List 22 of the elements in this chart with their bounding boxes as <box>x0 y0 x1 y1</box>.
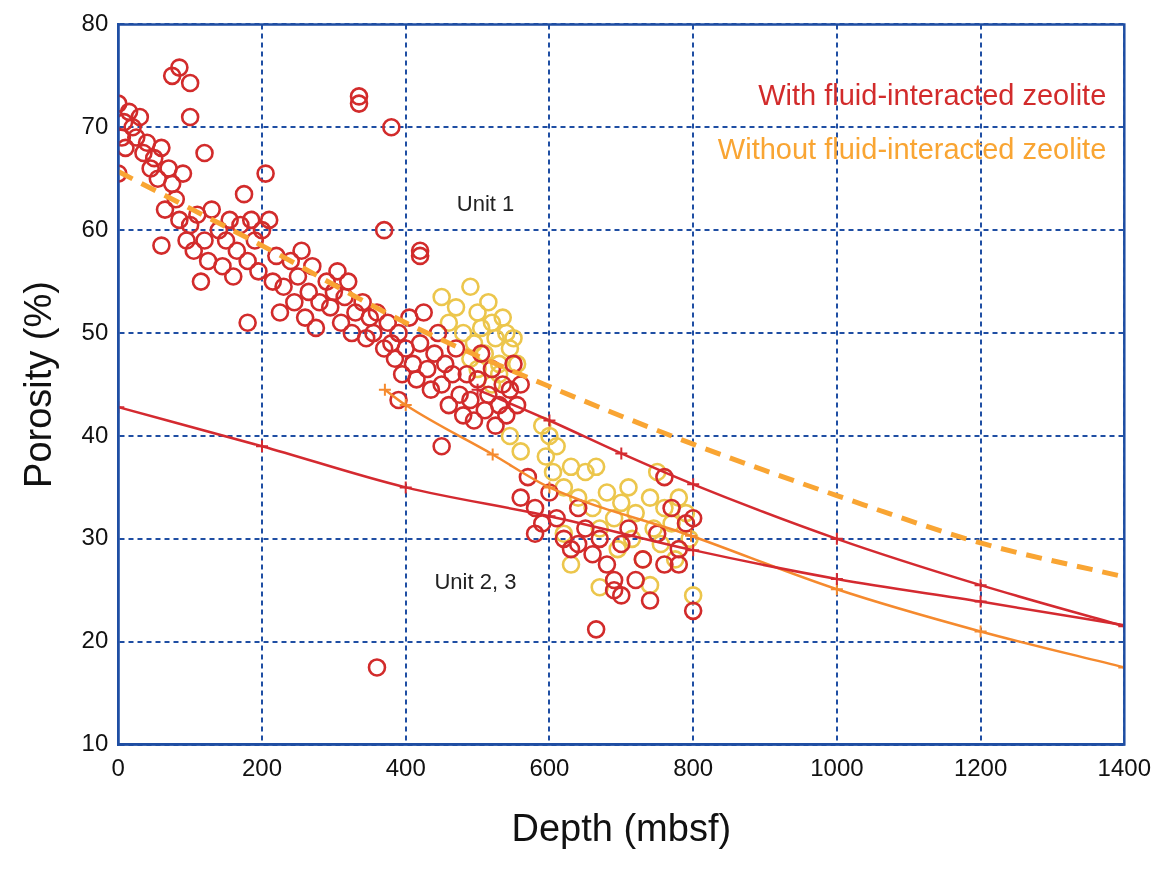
y-tick-label: 70 <box>81 111 109 139</box>
text: With fluid-interacted zeolite <box>758 78 1107 111</box>
y-tick-label: 10 <box>81 729 109 757</box>
annotation: Unit 2, 3 <box>434 568 517 594</box>
x-tick-label: 800 <box>673 753 714 781</box>
y-tick-label: 60 <box>81 214 109 242</box>
y-tick-label: 80 <box>81 9 109 37</box>
x-tick-label: 1200 <box>953 753 1008 781</box>
x-axis-title: Depth (mbsf) <box>511 806 732 849</box>
x-tick-label: 600 <box>529 753 570 781</box>
annotation: Unit 1 <box>456 190 515 216</box>
x-tick-label: 200 <box>241 753 283 781</box>
y-tick-label: 30 <box>81 523 109 551</box>
text: Without fluid-interacted zeolite <box>717 132 1107 165</box>
x-tick-label: 0 <box>111 753 125 781</box>
x-tick-label: 1400 <box>1097 753 1151 781</box>
x-tick-label: 400 <box>385 753 426 781</box>
y-tick-label: 40 <box>81 420 109 448</box>
x-tick-label: 1000 <box>810 753 864 781</box>
y-axis-title: Porosity (%) <box>17 281 60 488</box>
y-tick-label: 50 <box>81 317 109 345</box>
y-tick-label: 20 <box>81 626 109 654</box>
